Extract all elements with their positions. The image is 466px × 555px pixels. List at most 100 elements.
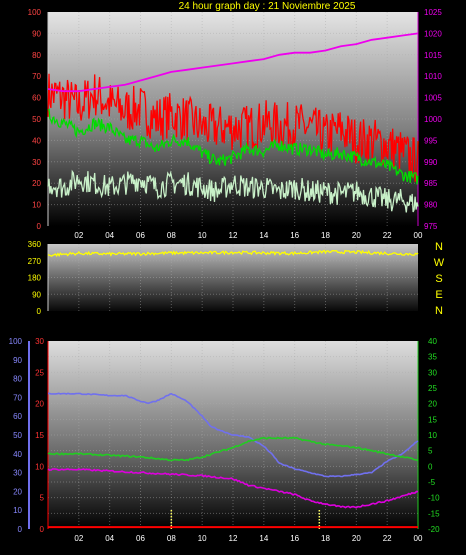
right-tick-label: 990: [424, 158, 438, 167]
series-line-1: [47, 108, 419, 185]
x-tick-label: 00: [414, 231, 423, 240]
humidity-tick-label: 60: [13, 412, 22, 421]
direction-tick-label: 0: [37, 307, 42, 316]
direction-line: [47, 249, 419, 258]
compass-label: S: [435, 273, 442, 285]
left-tick-label: 30: [32, 158, 41, 167]
temperature-tick-label: 5: [428, 447, 433, 456]
series-line-2: [47, 169, 419, 213]
temperature-tick-label: 0: [428, 462, 433, 471]
x-tick-label: 16: [290, 231, 299, 240]
series-line-2: [47, 467, 419, 509]
x-tick-label: 02: [74, 231, 83, 240]
series-line-0: [48, 392, 419, 478]
x-tick-label: 02: [74, 534, 83, 543]
humidity-tick-label: 40: [13, 450, 22, 459]
humidity-tick-label: 30: [13, 469, 22, 478]
x-tick-label: 10: [198, 534, 207, 543]
series-line-3: [47, 32, 419, 93]
wind-tick-label: 15: [35, 431, 44, 440]
right-tick-label: 1010: [424, 72, 442, 81]
left-tick-label: 40: [32, 136, 41, 145]
humidity-tick-label: 100: [9, 337, 23, 346]
compass-label: N: [435, 305, 443, 317]
temperature-tick-label: 15: [428, 415, 437, 424]
left-tick-label: 100: [28, 8, 42, 17]
direction-tick-label: 270: [28, 257, 42, 266]
right-tick-label: 975: [424, 222, 438, 231]
series-line-1: [47, 436, 419, 462]
left-tick-label: 20: [32, 179, 41, 188]
chart-wind-pressure: 1009080706050403020100102510201015101010…: [28, 1, 443, 240]
temperature-tick-label: -20: [428, 525, 440, 534]
temperature-tick-label: 20: [428, 400, 437, 409]
right-tick-label: 980: [424, 201, 438, 210]
direction-tick-label: 360: [28, 240, 42, 249]
wind-tick-label: 5: [40, 494, 45, 503]
humidity-tick-label: 80: [13, 375, 22, 384]
temperature-tick-label: 40: [428, 337, 437, 346]
left-tick-label: 90: [32, 29, 41, 38]
humidity-tick-label: 70: [13, 393, 22, 402]
x-tick-label: 12: [229, 231, 238, 240]
temperature-tick-label: 10: [428, 431, 437, 440]
humidity-tick-label: 0: [18, 525, 23, 534]
temperature-tick-label: 30: [428, 368, 437, 377]
x-tick-label: 16: [290, 534, 299, 543]
humidity-tick-label: 50: [13, 431, 22, 440]
right-tick-label: 1015: [424, 51, 442, 60]
right-tick-label: 1000: [424, 115, 442, 124]
x-tick-label: 06: [136, 534, 145, 543]
wind-tick-label: 25: [35, 368, 44, 377]
x-tick-label: 18: [321, 534, 330, 543]
plot-area: [48, 12, 418, 226]
x-tick-label: 20: [352, 534, 361, 543]
humidity-tick-label: 20: [13, 487, 22, 496]
chart-title: 24 hour graph day : 21 Noviembre 2025: [179, 1, 356, 12]
x-tick-label: 08: [167, 231, 176, 240]
x-tick-label: 18: [321, 231, 330, 240]
x-tick-label: 00: [414, 534, 423, 543]
temperature-tick-label: -5: [428, 478, 436, 487]
x-tick-label: 10: [198, 231, 207, 240]
temperature-tick-label: -15: [428, 509, 440, 518]
temperature-tick-label: 35: [428, 353, 437, 362]
direction-tick-label: 180: [28, 274, 42, 283]
wind-tick-label: 20: [35, 400, 44, 409]
left-tick-label: 0: [37, 222, 42, 231]
plot-area: [48, 244, 418, 311]
x-tick-label: 08: [167, 534, 176, 543]
right-tick-label: 1025: [424, 8, 442, 17]
humidity-tick-label: 90: [13, 356, 22, 365]
x-tick-label: 20: [352, 231, 361, 240]
right-tick-label: 995: [424, 136, 438, 145]
x-tick-label: 04: [105, 231, 114, 240]
x-tick-label: 14: [259, 231, 268, 240]
right-tick-label: 1020: [424, 29, 442, 38]
right-tick-label: 985: [424, 179, 438, 188]
x-tick-label: 14: [259, 534, 268, 543]
chart-temperature-humidity: 1009080706050403020100302520151050403530…: [9, 337, 440, 543]
compass-label: E: [435, 289, 442, 301]
left-tick-label: 50: [32, 115, 41, 124]
left-tick-label: 60: [32, 94, 41, 103]
wind-tick-label: 10: [35, 462, 44, 471]
x-tick-label: 12: [229, 534, 238, 543]
temperature-tick-label: 25: [428, 384, 437, 393]
left-tick-label: 70: [32, 72, 41, 81]
wind-tick-label: 30: [35, 337, 44, 346]
x-tick-label: 22: [383, 231, 392, 240]
compass-label: N: [435, 241, 443, 253]
x-tick-label: 04: [105, 534, 114, 543]
left-tick-label: 80: [32, 51, 41, 60]
right-tick-label: 1005: [424, 94, 442, 103]
left-tick-label: 10: [32, 201, 41, 210]
x-tick-label: 06: [136, 231, 145, 240]
temperature-tick-label: -10: [428, 494, 440, 503]
direction-tick-label: 90: [32, 290, 41, 299]
wind-tick-label: 0: [40, 525, 45, 534]
x-tick-label: 22: [383, 534, 392, 543]
compass-label: W: [434, 257, 445, 269]
